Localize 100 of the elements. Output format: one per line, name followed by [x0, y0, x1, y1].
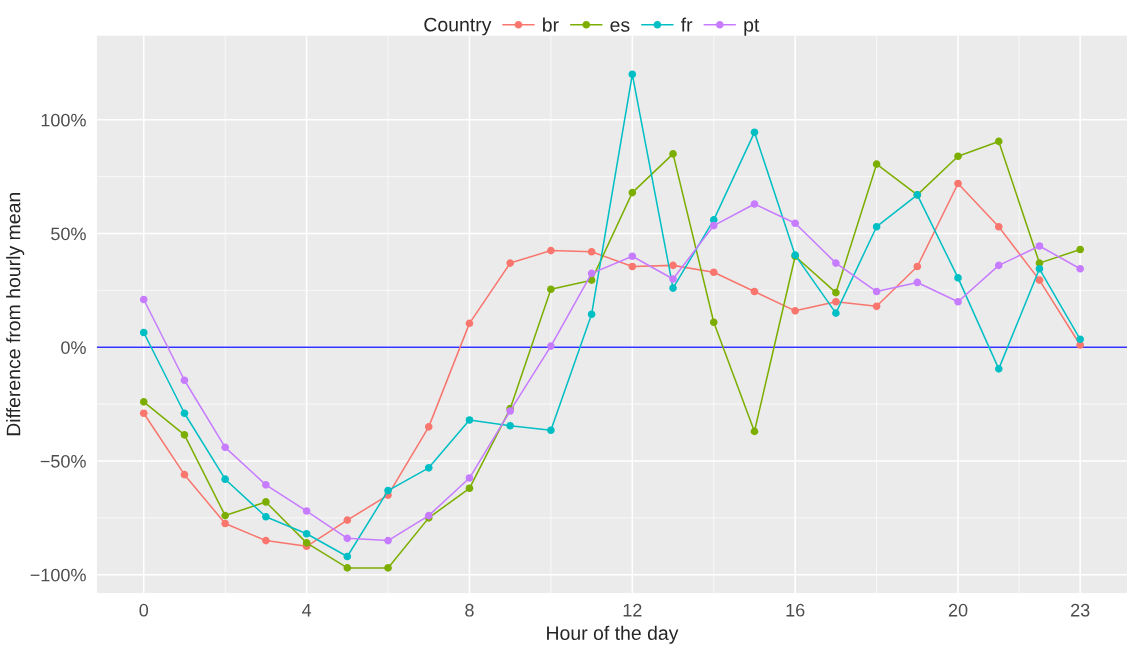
point	[954, 152, 962, 161]
point	[587, 269, 596, 278]
point	[343, 534, 352, 543]
point	[832, 297, 840, 306]
y-tick-label: 50%	[51, 227, 86, 241]
legend-label: br	[543, 17, 559, 32]
point	[913, 262, 922, 271]
point	[343, 564, 352, 572]
point	[872, 287, 881, 296]
point	[628, 70, 637, 79]
point	[994, 137, 1003, 146]
point	[180, 431, 189, 439]
x-tick-label: 4	[302, 604, 312, 617]
point	[994, 261, 1003, 270]
point	[669, 150, 677, 158]
point	[262, 512, 270, 521]
point	[547, 342, 555, 350]
legend-label: es	[610, 21, 630, 32]
point	[302, 539, 311, 547]
point	[465, 319, 474, 328]
y-tick-label: 100%	[41, 113, 86, 127]
point	[465, 484, 474, 493]
point	[994, 222, 1003, 231]
point	[832, 259, 840, 267]
point	[994, 365, 1003, 373]
point	[1076, 335, 1084, 344]
x-tick-label: 12	[623, 603, 642, 617]
point	[1035, 276, 1044, 284]
point	[180, 409, 189, 418]
point	[139, 409, 148, 418]
point	[547, 246, 555, 255]
point	[832, 309, 840, 317]
point	[587, 247, 596, 256]
x-axis-title: Hour of the day	[547, 625, 679, 644]
x-tick-label: 20	[948, 603, 968, 617]
point	[587, 310, 596, 319]
point	[424, 464, 433, 472]
point	[872, 222, 881, 231]
x-tick-label: 0	[139, 603, 149, 617]
point	[791, 219, 799, 228]
point	[709, 318, 718, 327]
point	[954, 297, 962, 306]
point	[139, 398, 148, 406]
point	[547, 426, 555, 435]
point	[302, 529, 311, 538]
point	[669, 284, 677, 292]
point	[669, 261, 677, 270]
x-tick-label: 8	[465, 603, 474, 617]
point	[1076, 245, 1084, 254]
legend-label: pt	[744, 19, 760, 36]
point	[872, 302, 881, 311]
point	[262, 481, 270, 489]
point	[1035, 264, 1044, 273]
legend-title: Country	[424, 17, 492, 36]
point	[669, 275, 677, 283]
legend-label: fr	[680, 17, 693, 32]
point	[139, 328, 148, 337]
x-tick-label: 16	[786, 603, 805, 617]
point	[221, 511, 229, 520]
y-tick-label: 0%	[61, 341, 86, 354]
point	[791, 307, 799, 315]
point	[465, 474, 474, 482]
point	[1076, 264, 1084, 273]
point	[709, 268, 718, 277]
point	[1035, 242, 1044, 250]
point	[465, 416, 474, 424]
point	[221, 443, 229, 452]
point	[506, 259, 514, 267]
point	[221, 475, 229, 484]
point	[262, 498, 270, 506]
point	[750, 287, 759, 296]
point	[343, 552, 352, 561]
point	[384, 486, 392, 495]
point	[750, 427, 759, 436]
point	[628, 188, 637, 197]
point	[628, 252, 637, 261]
point	[547, 285, 555, 294]
point	[180, 376, 189, 385]
point	[506, 421, 514, 430]
point	[139, 295, 148, 304]
y-axis-title: Difference from hourly mean	[6, 193, 25, 436]
point	[954, 179, 962, 188]
point	[384, 536, 392, 545]
point	[343, 516, 352, 524]
point	[750, 200, 759, 208]
point	[424, 423, 433, 431]
point	[180, 470, 189, 479]
point	[913, 278, 922, 287]
point	[832, 288, 840, 297]
point	[628, 262, 637, 271]
point	[221, 519, 229, 528]
point	[262, 536, 270, 545]
point	[872, 160, 881, 168]
point	[750, 128, 759, 137]
y-tick-label: −50%	[40, 454, 86, 468]
x-tick-label: 23	[1071, 603, 1090, 617]
point	[954, 274, 962, 282]
y-tick-label: −100%	[30, 568, 86, 582]
point	[709, 221, 718, 230]
point	[302, 507, 311, 515]
